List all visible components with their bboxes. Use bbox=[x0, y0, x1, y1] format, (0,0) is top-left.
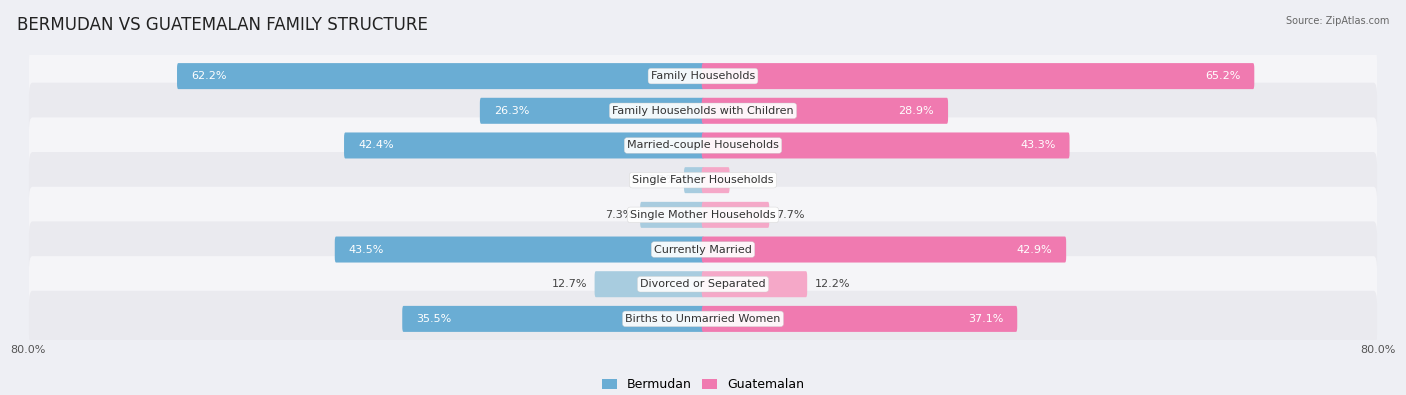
FancyBboxPatch shape bbox=[30, 152, 1376, 208]
FancyBboxPatch shape bbox=[702, 167, 730, 193]
Text: 35.5%: 35.5% bbox=[416, 314, 451, 324]
FancyBboxPatch shape bbox=[30, 117, 1376, 173]
Text: Family Households with Children: Family Households with Children bbox=[612, 106, 794, 116]
Text: 2.1%: 2.1% bbox=[648, 175, 676, 185]
Text: 12.2%: 12.2% bbox=[814, 279, 849, 289]
FancyBboxPatch shape bbox=[702, 132, 1070, 158]
Text: Currently Married: Currently Married bbox=[654, 245, 752, 254]
FancyBboxPatch shape bbox=[702, 98, 948, 124]
Text: Single Father Households: Single Father Households bbox=[633, 175, 773, 185]
FancyBboxPatch shape bbox=[702, 237, 1066, 263]
Text: 7.3%: 7.3% bbox=[605, 210, 633, 220]
FancyBboxPatch shape bbox=[595, 271, 704, 297]
Text: Married-couple Households: Married-couple Households bbox=[627, 141, 779, 150]
FancyBboxPatch shape bbox=[30, 187, 1376, 243]
Text: 3.0%: 3.0% bbox=[737, 175, 765, 185]
FancyBboxPatch shape bbox=[177, 63, 704, 89]
FancyBboxPatch shape bbox=[640, 202, 704, 228]
Text: BERMUDAN VS GUATEMALAN FAMILY STRUCTURE: BERMUDAN VS GUATEMALAN FAMILY STRUCTURE bbox=[17, 16, 427, 34]
Text: 26.3%: 26.3% bbox=[494, 106, 529, 116]
Text: Births to Unmarried Women: Births to Unmarried Women bbox=[626, 314, 780, 324]
Text: Source: ZipAtlas.com: Source: ZipAtlas.com bbox=[1285, 16, 1389, 26]
FancyBboxPatch shape bbox=[702, 202, 769, 228]
FancyBboxPatch shape bbox=[344, 132, 704, 158]
Text: 7.7%: 7.7% bbox=[776, 210, 804, 220]
FancyBboxPatch shape bbox=[702, 306, 1018, 332]
Text: 28.9%: 28.9% bbox=[898, 106, 934, 116]
Text: Divorced or Separated: Divorced or Separated bbox=[640, 279, 766, 289]
FancyBboxPatch shape bbox=[685, 167, 704, 193]
Text: 43.3%: 43.3% bbox=[1021, 141, 1056, 150]
Text: 65.2%: 65.2% bbox=[1205, 71, 1240, 81]
Text: 62.2%: 62.2% bbox=[191, 71, 226, 81]
FancyBboxPatch shape bbox=[702, 271, 807, 297]
Text: Family Households: Family Households bbox=[651, 71, 755, 81]
FancyBboxPatch shape bbox=[30, 83, 1376, 139]
FancyBboxPatch shape bbox=[402, 306, 704, 332]
Text: 43.5%: 43.5% bbox=[349, 245, 384, 254]
FancyBboxPatch shape bbox=[30, 291, 1376, 347]
Text: 42.4%: 42.4% bbox=[359, 141, 394, 150]
Text: 37.1%: 37.1% bbox=[967, 314, 1004, 324]
Text: 42.9%: 42.9% bbox=[1017, 245, 1052, 254]
FancyBboxPatch shape bbox=[702, 63, 1254, 89]
FancyBboxPatch shape bbox=[30, 48, 1376, 104]
FancyBboxPatch shape bbox=[335, 237, 704, 263]
Text: 12.7%: 12.7% bbox=[553, 279, 588, 289]
Text: Single Mother Households: Single Mother Households bbox=[630, 210, 776, 220]
Legend: Bermudan, Guatemalan: Bermudan, Guatemalan bbox=[598, 373, 808, 395]
FancyBboxPatch shape bbox=[30, 222, 1376, 278]
FancyBboxPatch shape bbox=[30, 256, 1376, 312]
FancyBboxPatch shape bbox=[479, 98, 704, 124]
